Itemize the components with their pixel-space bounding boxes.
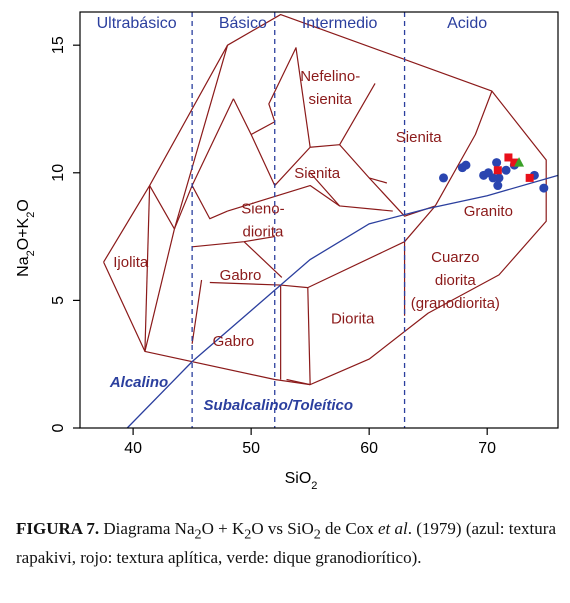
caption-text: Diagrama Na — [99, 519, 195, 538]
field-boundary — [191, 185, 228, 220]
field-boundary — [434, 90, 493, 207]
y-tick-label: 15 — [50, 36, 67, 54]
field-label: (granodiorita) — [411, 295, 500, 312]
data-point-circle — [539, 183, 549, 193]
caption-subscript: 2 — [244, 526, 252, 543]
field-boundary — [191, 98, 234, 186]
data-point-circle — [501, 165, 511, 175]
data-point-square — [510, 158, 519, 167]
field-boundary — [232, 98, 311, 187]
caption-subscript: 2 — [313, 526, 321, 543]
field-boundary — [103, 13, 547, 386]
field-label: Cuarzo — [431, 249, 479, 266]
x-tick-label: 50 — [242, 440, 260, 457]
field-boundary — [280, 284, 311, 385]
tas-diagram: Ultrabásico Básico Intermedio Acido Nefelino… — [15, 11, 559, 492]
class-label: Básico — [219, 15, 267, 32]
field-label: Ijolita — [113, 254, 149, 271]
caption-text: O + K — [201, 519, 245, 538]
field-label: Diorita — [331, 310, 375, 327]
field-label: Gabro — [213, 333, 255, 350]
divider-label: Subalcalino/Toleítico — [204, 397, 353, 414]
caption-italic: et al — [377, 519, 408, 538]
x-tick-label: 40 — [124, 440, 142, 457]
data-point-circle — [492, 158, 502, 168]
field-boundary — [144, 185, 151, 352]
field-boundary — [227, 184, 340, 212]
field-labels: Ultrabásico Básico Intermedio Acido Nefelino… — [97, 15, 513, 414]
data-point-circle — [494, 173, 504, 183]
field-label: diorita — [435, 272, 477, 289]
field-label: diorita — [243, 223, 285, 240]
field-boundary — [191, 279, 203, 344]
caption-text: de Cox — [320, 519, 378, 538]
field-boundary — [268, 47, 311, 148]
data-point-circle — [461, 160, 471, 170]
data-point-triangle — [514, 157, 525, 167]
class-label: Ultrabásico — [97, 15, 177, 32]
field-boundary — [173, 185, 193, 230]
field-boundary — [209, 281, 281, 286]
data-point-circle — [439, 173, 449, 183]
class-dividers — [191, 12, 406, 428]
field-boundary — [286, 378, 311, 386]
field-boundary — [243, 241, 283, 278]
alkaline-divider — [126, 174, 559, 429]
plot-frame — [79, 11, 559, 429]
x-tick-label: 60 — [360, 440, 378, 457]
alkaline-subalkaline-line — [126, 174, 559, 429]
field-boundary — [250, 121, 276, 136]
field-label: Nefelino- — [300, 68, 360, 85]
data-points — [439, 153, 549, 193]
divider-label: Alcalino — [109, 374, 168, 391]
axes: 40 50 60 70 0 5 10 15 SiO2 Na2O+K2O — [15, 11, 559, 492]
y-tick-label: 10 — [50, 164, 67, 182]
field-label: sienita — [309, 91, 353, 108]
class-label: Intermedio — [302, 15, 378, 32]
y-axis-label: Na2O+K2O — [15, 199, 37, 277]
field-boundary — [404, 205, 436, 243]
field-label: Sieno- — [241, 201, 284, 218]
caption-text: . (1979) (azul: textura rapakivi, rojo: … — [16, 519, 556, 568]
x-axis-label: SiO2 — [285, 470, 318, 492]
field-label: Granito — [464, 203, 513, 220]
data-point-square — [504, 153, 513, 162]
data-point-square — [525, 173, 534, 182]
caption-figure-number: FIGURA 7. — [16, 519, 100, 538]
field-label: Sienita — [396, 129, 443, 146]
field-label: Sienita — [294, 165, 341, 182]
field-boundary — [368, 177, 388, 184]
data-point-square — [493, 166, 502, 175]
class-label: Acido — [447, 15, 487, 32]
caption-text: O vs SiO — [251, 519, 314, 538]
figure-caption: FIGURA 7. Diagrama Na2O + K2O vs SiO2 de… — [16, 517, 556, 569]
caption-subscript: 2 — [194, 526, 202, 543]
x-tick-label: 70 — [478, 440, 496, 457]
y-tick-label: 5 — [50, 296, 67, 305]
field-boundary — [339, 83, 376, 146]
field-label: Gabro — [220, 267, 262, 284]
data-point-circle — [493, 181, 503, 191]
field-boundary — [173, 45, 229, 230]
y-tick-label: 0 — [50, 423, 67, 432]
